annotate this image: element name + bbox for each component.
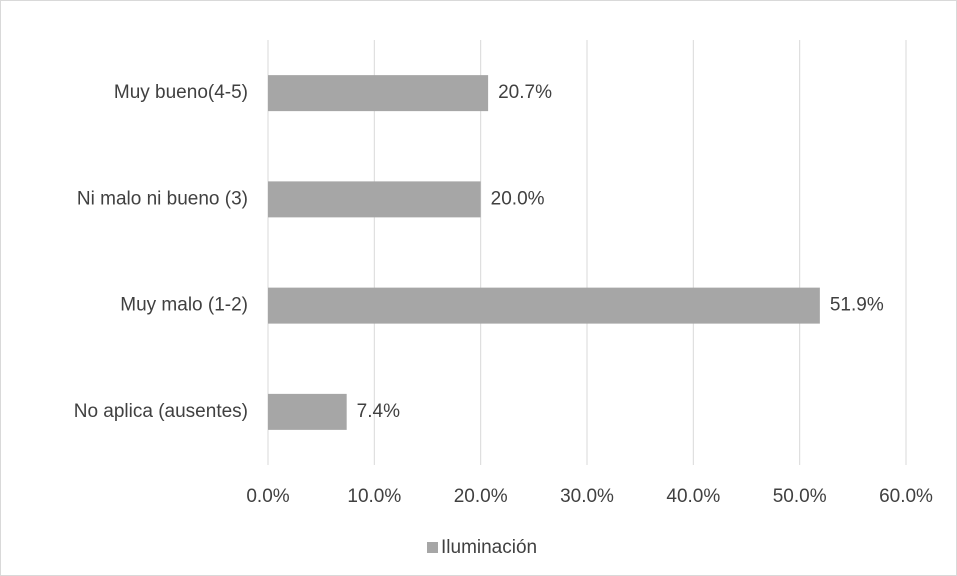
x-tick-label: 30.0%: [560, 486, 614, 507]
x-tick-label: 50.0%: [773, 486, 827, 507]
x-tick-label: 0.0%: [246, 486, 289, 507]
x-tick-label: 10.0%: [347, 486, 401, 507]
y-tick-label: No aplica (ausentes): [74, 401, 248, 422]
bar: [268, 75, 489, 112]
legend-label: Iluminación: [441, 537, 537, 558]
data-label: 51.9%: [830, 295, 884, 316]
y-tick-label: Ni malo ni bueno (3): [77, 188, 248, 209]
y-tick-label: Muy bueno(4-5): [114, 82, 248, 103]
bar: [268, 181, 481, 218]
legend-swatch: [427, 542, 438, 553]
x-tick-label: 40.0%: [666, 486, 720, 507]
data-label: 20.0%: [491, 188, 545, 209]
data-label: 20.7%: [498, 82, 552, 103]
x-tick-label: 60.0%: [879, 486, 933, 507]
x-tick-label: 20.0%: [454, 486, 508, 507]
data-label: 7.4%: [357, 401, 400, 422]
bar: [268, 393, 347, 430]
y-tick-label: Muy malo (1-2): [120, 295, 248, 316]
bar: [268, 287, 820, 324]
